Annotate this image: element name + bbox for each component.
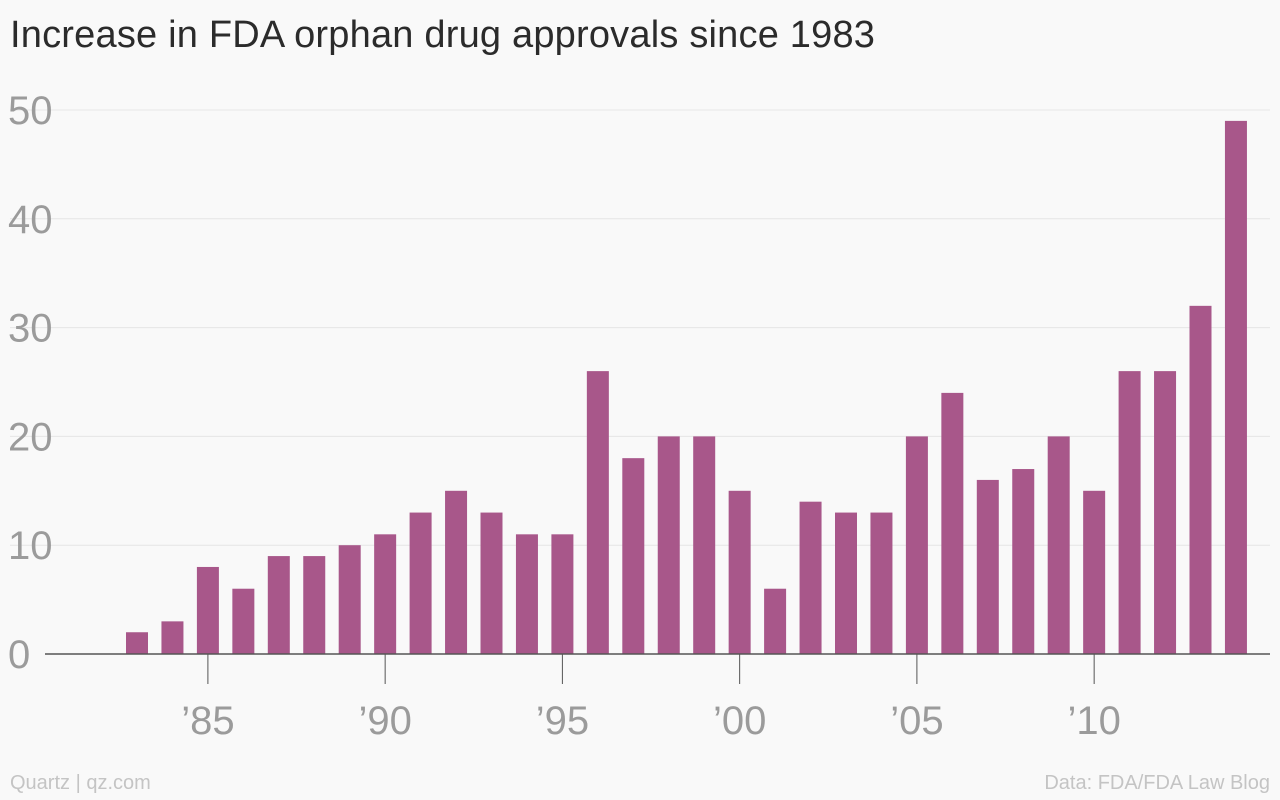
bar-1995 [551,534,574,654]
bar-1984 [161,621,184,654]
bar-2000 [728,490,751,654]
y-tick-label: 20 [8,415,53,459]
y-tick-label: 40 [8,198,53,242]
bar-1994 [515,534,538,654]
bar-2009 [1047,436,1070,654]
bar-1993 [480,512,503,654]
bar-2011 [1118,371,1141,654]
y-tick-label: 10 [8,524,53,568]
x-tick-label: ’90 [358,699,411,743]
x-tick-label: ’00 [713,699,766,743]
bar-2002 [799,501,822,654]
y-tick-label: 0 [8,633,30,677]
bar-2004 [870,512,893,654]
tick-labels: 0 10 20 30 40 50 ’85 ’90 ’95 ’00 ’05 ’10 [8,89,1121,743]
x-tick-label: ’05 [890,699,943,743]
bar-2010 [1083,490,1106,654]
bar-2014 [1224,120,1247,654]
bar-2001 [764,588,787,654]
bar-2008 [1012,469,1035,654]
axes [45,653,1270,684]
bar-1992 [445,490,468,654]
y-tick-label: 50 [8,89,53,133]
bar-2012 [1154,371,1177,654]
bar-2006 [941,392,964,654]
bar-1991 [409,512,432,654]
x-tick-label: ’85 [181,699,234,743]
bar-1986 [232,588,255,654]
chart-title: Increase in FDA orphan drug approvals si… [10,14,876,56]
bar-2007 [976,479,999,654]
bar-1985 [196,566,219,654]
x-tick-label: ’95 [536,699,589,743]
bar-1988 [303,556,326,654]
bar-2005 [905,436,928,654]
bar-1996 [586,371,609,654]
bar-1998 [657,436,680,654]
bar-2013 [1189,305,1212,654]
bar-1999 [693,436,716,654]
bar-1989 [338,545,361,654]
x-tick-label: ’10 [1067,699,1120,743]
bar-1990 [374,534,397,654]
bars [126,120,1247,654]
bar-1997 [622,458,645,654]
credit-source-left: Quartz | qz.com [10,772,151,794]
y-tick-label: 30 [8,307,53,351]
credit-source-right: Data: FDA/FDA Law Blog [1044,772,1270,794]
bar-1987 [267,556,290,654]
bar-1983 [126,632,148,654]
bar-2003 [835,512,857,654]
